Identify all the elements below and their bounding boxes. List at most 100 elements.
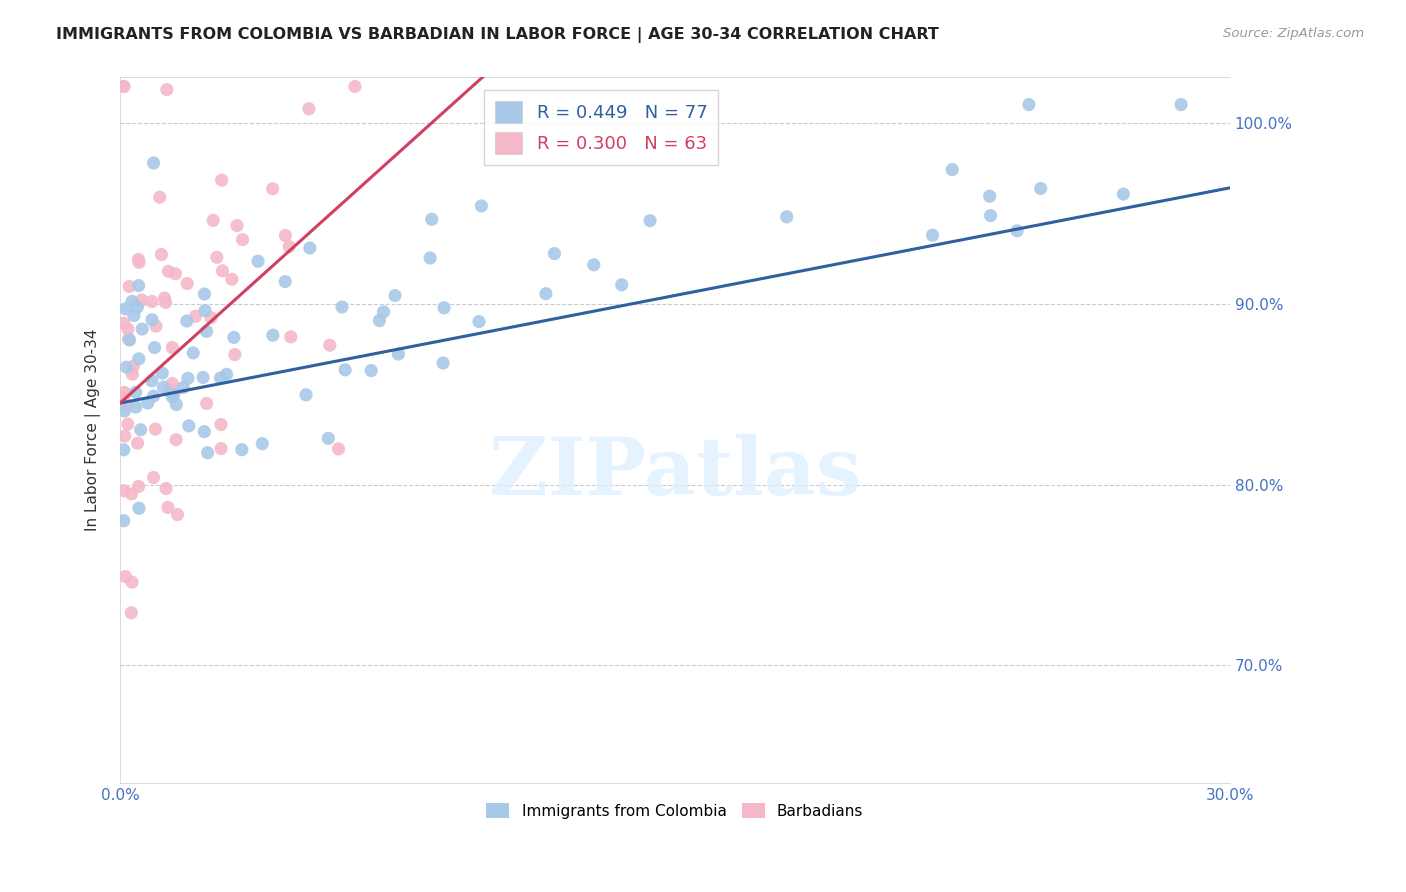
Text: ZIPatlas: ZIPatlas	[489, 434, 860, 512]
Point	[247, 254, 270, 268]
Point	[921, 228, 943, 243]
Legend: Immigrants from Colombia, Barbadians: Immigrants from Colombia, Barbadians	[481, 797, 869, 825]
Point	[184, 310, 207, 324]
Point	[343, 79, 366, 94]
Point	[252, 436, 274, 450]
Point	[155, 295, 177, 310]
Point	[114, 404, 136, 418]
Point	[145, 319, 167, 334]
Point	[118, 333, 141, 347]
Point	[384, 288, 406, 302]
Point	[638, 213, 661, 227]
Point	[128, 501, 150, 516]
Point	[328, 442, 350, 456]
Point	[136, 396, 159, 410]
Point	[202, 213, 225, 227]
Point	[162, 341, 184, 355]
Point	[368, 313, 391, 327]
Point	[142, 389, 165, 403]
Point	[150, 366, 173, 380]
Point	[360, 363, 382, 377]
Point	[157, 264, 180, 278]
Point	[209, 442, 232, 456]
Point	[197, 446, 219, 460]
Point	[145, 422, 167, 436]
Point	[128, 479, 150, 493]
Point	[156, 500, 179, 515]
Point	[209, 417, 232, 432]
Point	[262, 182, 284, 196]
Point	[150, 247, 173, 261]
Point	[194, 303, 217, 318]
Point	[117, 332, 139, 346]
Point	[209, 371, 232, 385]
Point	[128, 351, 150, 366]
Text: Source: ZipAtlas.com: Source: ZipAtlas.com	[1223, 27, 1364, 40]
Point	[128, 255, 150, 269]
Point	[582, 258, 605, 272]
Point	[166, 508, 188, 522]
Point	[117, 417, 139, 431]
Point	[280, 330, 302, 344]
Point	[1018, 97, 1040, 112]
Point	[155, 482, 177, 496]
Point	[373, 305, 395, 319]
Point	[222, 330, 245, 344]
Point	[298, 102, 321, 116]
Point	[980, 209, 1002, 223]
Point	[165, 398, 187, 412]
Point	[141, 312, 163, 326]
Point	[195, 324, 218, 338]
Point	[176, 277, 198, 291]
Point	[610, 277, 633, 292]
Text: IMMIGRANTS FROM COLOMBIA VS BARBADIAN IN LABOR FORCE | AGE 30-34 CORRELATION CHA: IMMIGRANTS FROM COLOMBIA VS BARBADIAN IN…	[56, 27, 939, 43]
Point	[172, 380, 194, 394]
Point	[120, 606, 142, 620]
Point	[274, 228, 297, 243]
Point	[163, 388, 186, 402]
Point	[159, 383, 181, 397]
Point	[1005, 224, 1028, 238]
Point	[127, 436, 149, 450]
Point	[193, 425, 215, 439]
Point	[156, 83, 179, 97]
Point	[118, 279, 141, 293]
Point	[128, 278, 150, 293]
Point	[117, 322, 139, 336]
Point	[125, 400, 148, 414]
Point	[319, 338, 342, 352]
Point	[131, 293, 153, 307]
Point	[153, 291, 176, 305]
Point	[776, 210, 799, 224]
Point	[330, 300, 353, 314]
Point	[112, 514, 135, 528]
Point	[432, 356, 454, 370]
Point	[191, 370, 214, 384]
Point	[433, 301, 456, 315]
Point	[165, 433, 187, 447]
Point	[142, 156, 165, 170]
Point	[979, 189, 1001, 203]
Point	[121, 294, 143, 309]
Point	[534, 286, 557, 301]
Point	[141, 294, 163, 309]
Point	[1112, 187, 1135, 202]
Point	[114, 569, 136, 583]
Point	[122, 359, 145, 374]
Point	[152, 380, 174, 394]
Point	[420, 212, 443, 227]
Y-axis label: In Labor Force | Age 30-34: In Labor Force | Age 30-34	[86, 329, 101, 532]
Point	[112, 483, 135, 498]
Point	[177, 371, 200, 385]
Point	[115, 399, 138, 413]
Point	[941, 162, 963, 177]
Point	[131, 322, 153, 336]
Point	[211, 173, 233, 187]
Point	[112, 385, 135, 400]
Point	[127, 252, 149, 267]
Point	[1029, 181, 1052, 195]
Point	[127, 301, 149, 315]
Point	[224, 347, 246, 361]
Point	[333, 363, 356, 377]
Point	[231, 442, 253, 457]
